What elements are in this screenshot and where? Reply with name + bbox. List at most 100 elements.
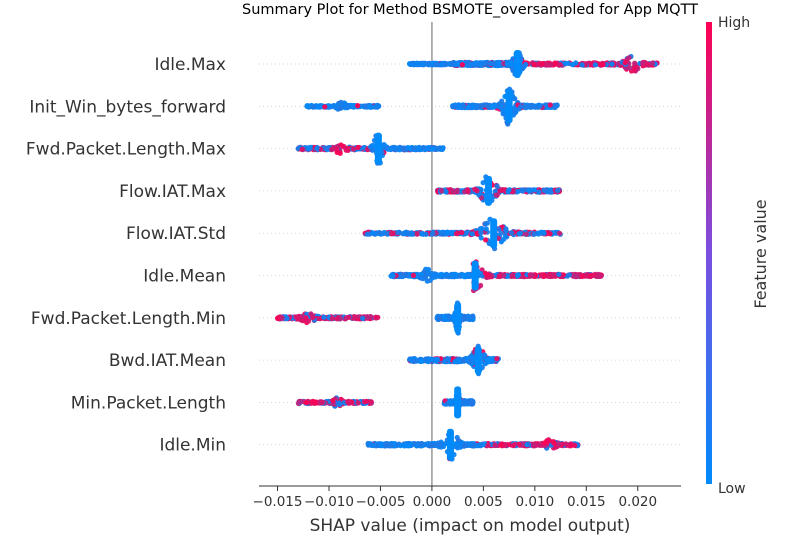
- shap-point: [469, 316, 475, 322]
- shap-point: [461, 443, 467, 449]
- shap-point: [381, 142, 387, 148]
- shap-point: [430, 230, 436, 236]
- shap-point: [632, 65, 638, 71]
- shap-point: [473, 102, 479, 109]
- shap-point: [556, 62, 562, 68]
- feature-label-9: Idle.Min: [159, 436, 226, 456]
- shap-point: [536, 189, 542, 195]
- shap-point: [411, 145, 417, 151]
- shap-point: [481, 352, 487, 358]
- feature-label-7: Bwd.IAT.Mean: [109, 351, 226, 371]
- shap-point: [444, 229, 450, 235]
- shap-point: [510, 442, 516, 449]
- shap-point: [469, 231, 475, 237]
- shap-point: [495, 61, 501, 67]
- shap-point: [418, 231, 424, 237]
- shap-point: [376, 230, 382, 236]
- shap-point: [474, 188, 480, 194]
- shap-point: [566, 272, 573, 278]
- shap-point: [476, 60, 482, 66]
- shap-point: [465, 104, 471, 111]
- x-tick-label-0: −0.015: [253, 494, 303, 510]
- shap-point: [410, 357, 416, 363]
- shap-point: [423, 231, 429, 237]
- shap-point: [542, 440, 548, 446]
- shap-point: [420, 61, 426, 68]
- shap-point: [517, 230, 523, 236]
- shap-point: [523, 231, 529, 237]
- shap-point: [414, 231, 420, 237]
- shap-point: [443, 189, 449, 195]
- density-peak: [454, 302, 462, 333]
- shap-point: [551, 440, 557, 446]
- shap-point: [486, 104, 492, 110]
- shap-point: [482, 221, 488, 227]
- shap-point: [442, 61, 449, 68]
- shap-point: [530, 104, 536, 110]
- shap-point: [395, 229, 401, 236]
- shap-point: [609, 61, 615, 67]
- shap-point: [322, 104, 328, 110]
- colorbar-title: Feature value: [751, 199, 770, 308]
- shap-point: [527, 188, 533, 194]
- shap-point: [538, 272, 545, 278]
- x-tick-label-6: 0.015: [567, 494, 606, 510]
- shap-point: [405, 230, 411, 236]
- shap-point: [478, 103, 484, 109]
- shap-point: [531, 231, 537, 237]
- shap-point: [547, 231, 553, 237]
- shap-point: [592, 62, 599, 68]
- shap-point: [622, 60, 628, 66]
- shap-point: [531, 61, 537, 68]
- shap-point: [425, 145, 431, 151]
- shap-point: [555, 188, 561, 194]
- shap-point: [465, 187, 471, 193]
- x-tick-label-1: −0.010: [304, 494, 354, 510]
- shap-point: [305, 318, 312, 324]
- shap-point: [398, 443, 404, 449]
- density-peak: [485, 175, 493, 206]
- shap-point: [355, 144, 361, 151]
- shap-point: [401, 145, 407, 151]
- shap-point: [337, 105, 343, 111]
- shap-point: [374, 104, 380, 110]
- shap-point: [343, 315, 349, 321]
- shap-point: [334, 316, 340, 322]
- shap-point: [520, 188, 526, 194]
- shap-point: [414, 443, 420, 449]
- shap-point: [299, 146, 305, 152]
- shap-point: [388, 146, 394, 153]
- shap-point: [428, 356, 434, 362]
- shap-point: [410, 61, 416, 67]
- shap-point: [572, 442, 578, 448]
- shap-point: [645, 61, 651, 67]
- shap-point: [368, 399, 374, 405]
- shap-point: [279, 315, 285, 321]
- shap-point: [490, 61, 496, 67]
- shap-point: [570, 62, 576, 68]
- shap-point: [453, 62, 459, 68]
- shap-point: [303, 400, 310, 406]
- shap-point: [556, 271, 562, 277]
- x-tick-label-2: −0.005: [355, 494, 405, 510]
- x-tick-label-7: 0.020: [618, 494, 657, 510]
- shap-point: [461, 272, 467, 279]
- feature-label-0: Idle.Max: [154, 55, 226, 75]
- shap-point: [425, 266, 432, 273]
- shap-point: [329, 315, 335, 321]
- shap-point: [309, 399, 315, 405]
- shap-point: [373, 314, 379, 320]
- shap-point: [416, 273, 422, 279]
- shap-point: [370, 143, 376, 149]
- shap-point: [492, 442, 498, 448]
- density-peak: [513, 50, 521, 78]
- shap-point: [439, 146, 446, 152]
- feature-label-2: Fwd.Packet.Length.Max: [26, 140, 226, 160]
- shap-point: [330, 146, 336, 152]
- shap-point: [485, 442, 491, 448]
- shap-point: [422, 274, 429, 281]
- colorbar: [706, 22, 712, 484]
- shap-point: [515, 188, 522, 194]
- shap-point: [338, 99, 344, 105]
- shap-point: [472, 60, 478, 66]
